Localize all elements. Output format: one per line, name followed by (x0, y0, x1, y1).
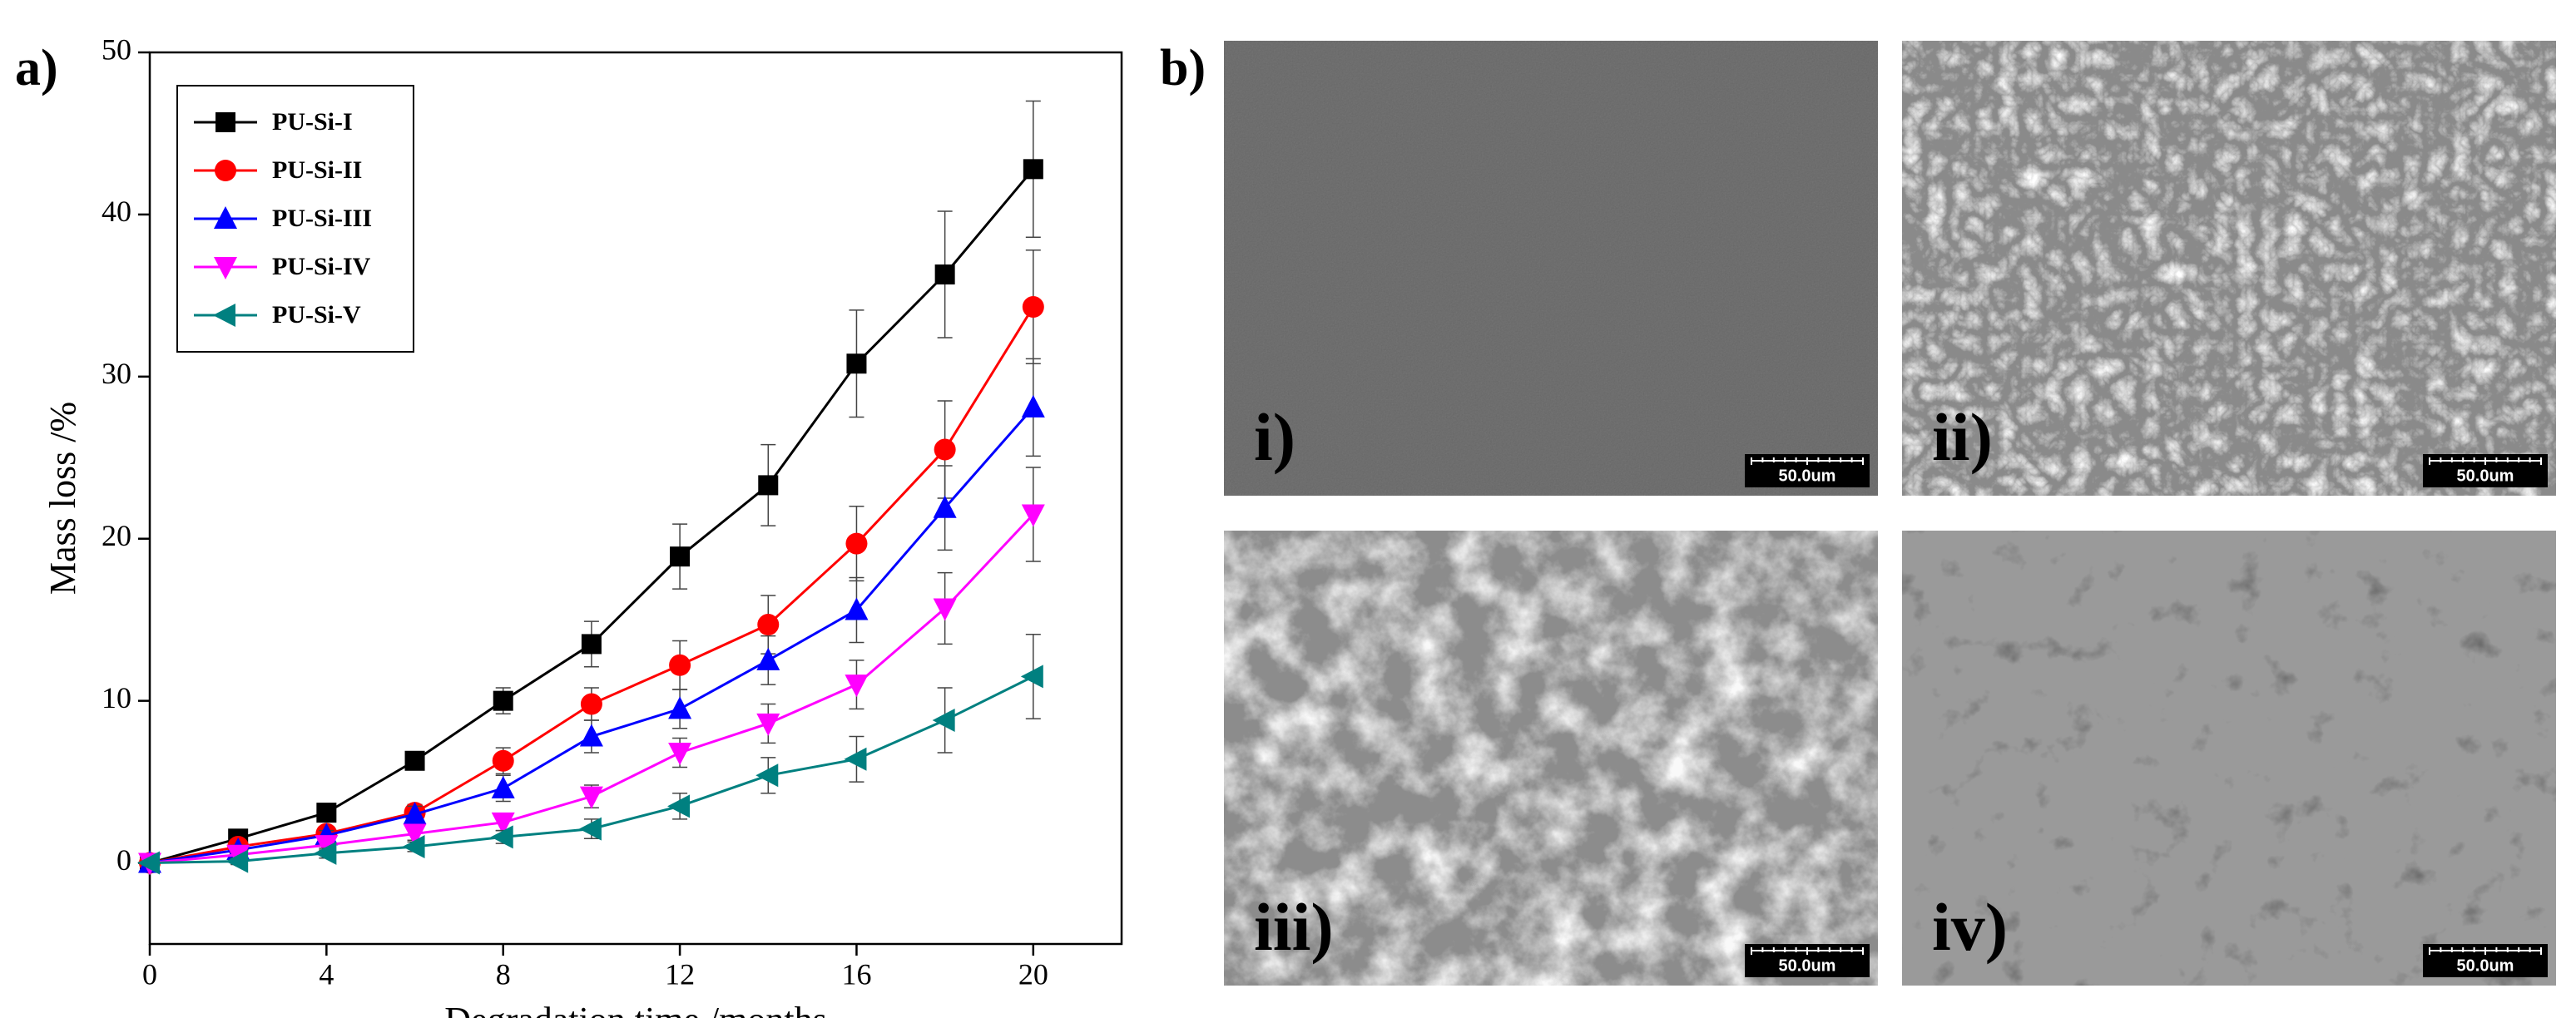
marker (934, 264, 955, 285)
legend-label: PU-Si-IV (272, 253, 371, 280)
marker (579, 786, 603, 809)
scale-label: 50.0um (1779, 956, 1836, 975)
marker (755, 764, 779, 788)
marker (491, 812, 515, 835)
sem-image: ii) 50.0um (1902, 41, 2556, 496)
marker (580, 693, 602, 715)
marker (315, 835, 339, 858)
marker (670, 546, 691, 567)
marker (491, 775, 515, 798)
marker (314, 841, 337, 865)
y-tick-label: 30 (102, 357, 131, 390)
x-tick-label: 20 (1018, 957, 1048, 991)
marker (213, 304, 235, 327)
marker (668, 743, 692, 766)
x-axis-label: Degradation time /months (444, 1000, 826, 1018)
image-texture (1224, 41, 1878, 496)
marker (668, 696, 692, 719)
legend-label: PU-Si-III (272, 205, 372, 232)
image-label: iv) (1932, 889, 2008, 965)
marker (225, 849, 249, 873)
marker (403, 802, 427, 825)
marker (934, 438, 956, 461)
series (137, 633, 1043, 875)
marker (578, 817, 602, 841)
line-chart: 0 4 8 12 16 20 0 10 20 30 40 50 Degradation time /mo… (42, 32, 1123, 1018)
sem-image: i) 50.0um (1224, 41, 1878, 496)
marker (215, 160, 236, 181)
x-tick-label: 12 (665, 957, 695, 991)
marker (579, 724, 603, 747)
marker (669, 654, 691, 676)
marker (1021, 394, 1045, 418)
sem-image: iii) 50.0um (1224, 531, 1878, 986)
image-texture (1902, 531, 2556, 986)
marker (1021, 504, 1045, 527)
y-tick-label: 40 (102, 195, 131, 228)
marker (1023, 159, 1043, 180)
scale-label: 50.0um (1779, 467, 1836, 485)
marker (493, 690, 513, 711)
y-tick-label: 50 (102, 32, 131, 66)
marker (845, 597, 869, 620)
image-label: iii) (1254, 889, 1334, 965)
marker (214, 257, 237, 279)
scale-label: 50.0um (2457, 956, 2514, 975)
marker (316, 803, 337, 823)
legend-label: PU-Si-II (272, 156, 362, 184)
panel-label: b) (1160, 40, 1206, 96)
marker (1020, 665, 1043, 689)
marker (844, 747, 867, 771)
x-tick-label: 0 (142, 957, 157, 991)
x-tick-label: 16 (841, 957, 871, 991)
legend: PU-Si-I PU-Si-II PU-Si-III PU-Si-IV PU-Si-V (176, 85, 414, 353)
marker (490, 825, 513, 849)
marker (403, 823, 427, 847)
y-tick-label: 10 (102, 681, 131, 714)
plot-frame (148, 51, 1123, 946)
marker (1022, 296, 1044, 319)
panel-label: a) (15, 40, 58, 96)
image-label: ii) (1932, 399, 1993, 475)
series-line (149, 306, 1035, 865)
sem-image: iv) 50.0um (1902, 531, 2556, 986)
marker (137, 851, 160, 875)
y-tick-label: 0 (116, 843, 131, 877)
image-texture (1902, 41, 2556, 496)
image-label: i) (1254, 399, 1295, 475)
marker (758, 475, 779, 496)
marker (214, 206, 237, 229)
marker (756, 713, 780, 736)
scale-label: 50.0um (2457, 467, 2514, 485)
marker (845, 532, 868, 555)
sem-panel: i) 50.0um ii) 50.0um iii) 50.0um iv) 50.0um (1224, 41, 2556, 986)
x-tick-label: 8 (496, 957, 511, 991)
marker (581, 634, 602, 655)
marker (933, 495, 957, 518)
marker (402, 835, 425, 859)
marker (667, 794, 691, 818)
marker (933, 598, 957, 621)
marker (492, 749, 514, 772)
marker (215, 112, 235, 132)
legend-label: PU-Si-V (272, 301, 361, 329)
series (138, 467, 1045, 876)
y-axis-label: Mass loss /% (42, 402, 83, 595)
marker (846, 353, 867, 374)
marker (757, 614, 780, 636)
marker (932, 709, 955, 733)
marker (404, 750, 425, 771)
x-tick-label: 4 (319, 957, 334, 991)
marker (845, 675, 869, 698)
legend-label: PU-Si-I (272, 108, 353, 136)
image-texture (1224, 531, 1878, 986)
marker (756, 647, 780, 670)
y-tick-label: 20 (102, 519, 131, 552)
